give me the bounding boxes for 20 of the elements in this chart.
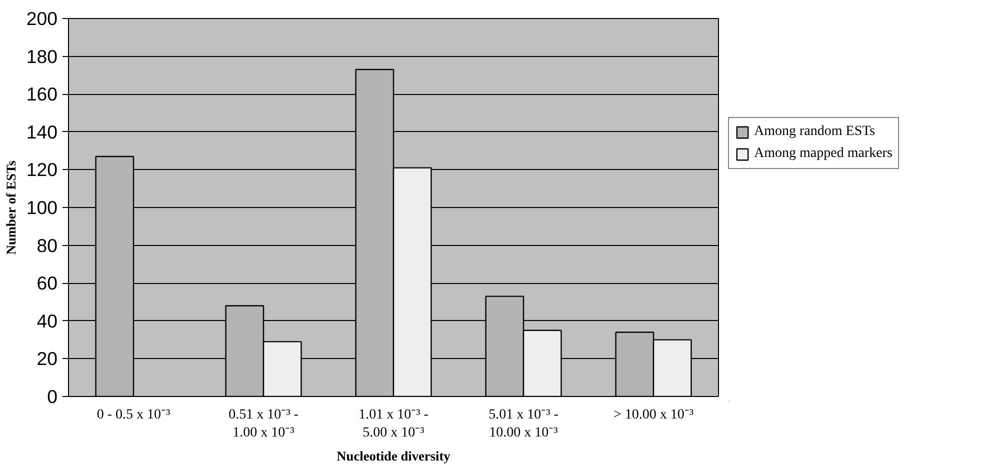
y-tick-label: 0	[47, 386, 58, 407]
y-tick-label: 20	[36, 348, 58, 370]
y-tick-label: 120	[26, 159, 58, 180]
x-tick-label: > 10.00 x 10⁻³	[613, 408, 694, 422]
y-tick-label: 40	[36, 310, 58, 332]
y-tick-label: 100	[26, 197, 58, 218]
y-tick-label: 180	[26, 46, 58, 67]
y-tick-label: 160	[26, 84, 58, 105]
x-tick-label: 0 - 0.5 x 10⁻³	[96, 408, 170, 422]
y-tick-label: 60	[36, 272, 58, 294]
legend-label: Among random ESTs	[754, 124, 876, 140]
x-tick-label: 1.01 x 10⁻³ - 5.00 x 10⁻³	[358, 408, 429, 440]
x-tick-label: 5.01 x 10⁻³ - 10.00 x 10⁻³	[488, 408, 559, 440]
legend-label: Among mapped markers	[754, 146, 892, 162]
x-axis-title: Nucleotide diversity	[336, 448, 451, 464]
y-axis-title: Number of ESTs	[3, 160, 18, 255]
y-tick-label: 140	[26, 121, 58, 142]
x-tick-label: 0.51 x 10⁻³ - 1.00 x 10⁻³	[228, 408, 299, 440]
y-tick-label: 200	[26, 8, 58, 29]
y-tick-label: 80	[36, 234, 58, 256]
